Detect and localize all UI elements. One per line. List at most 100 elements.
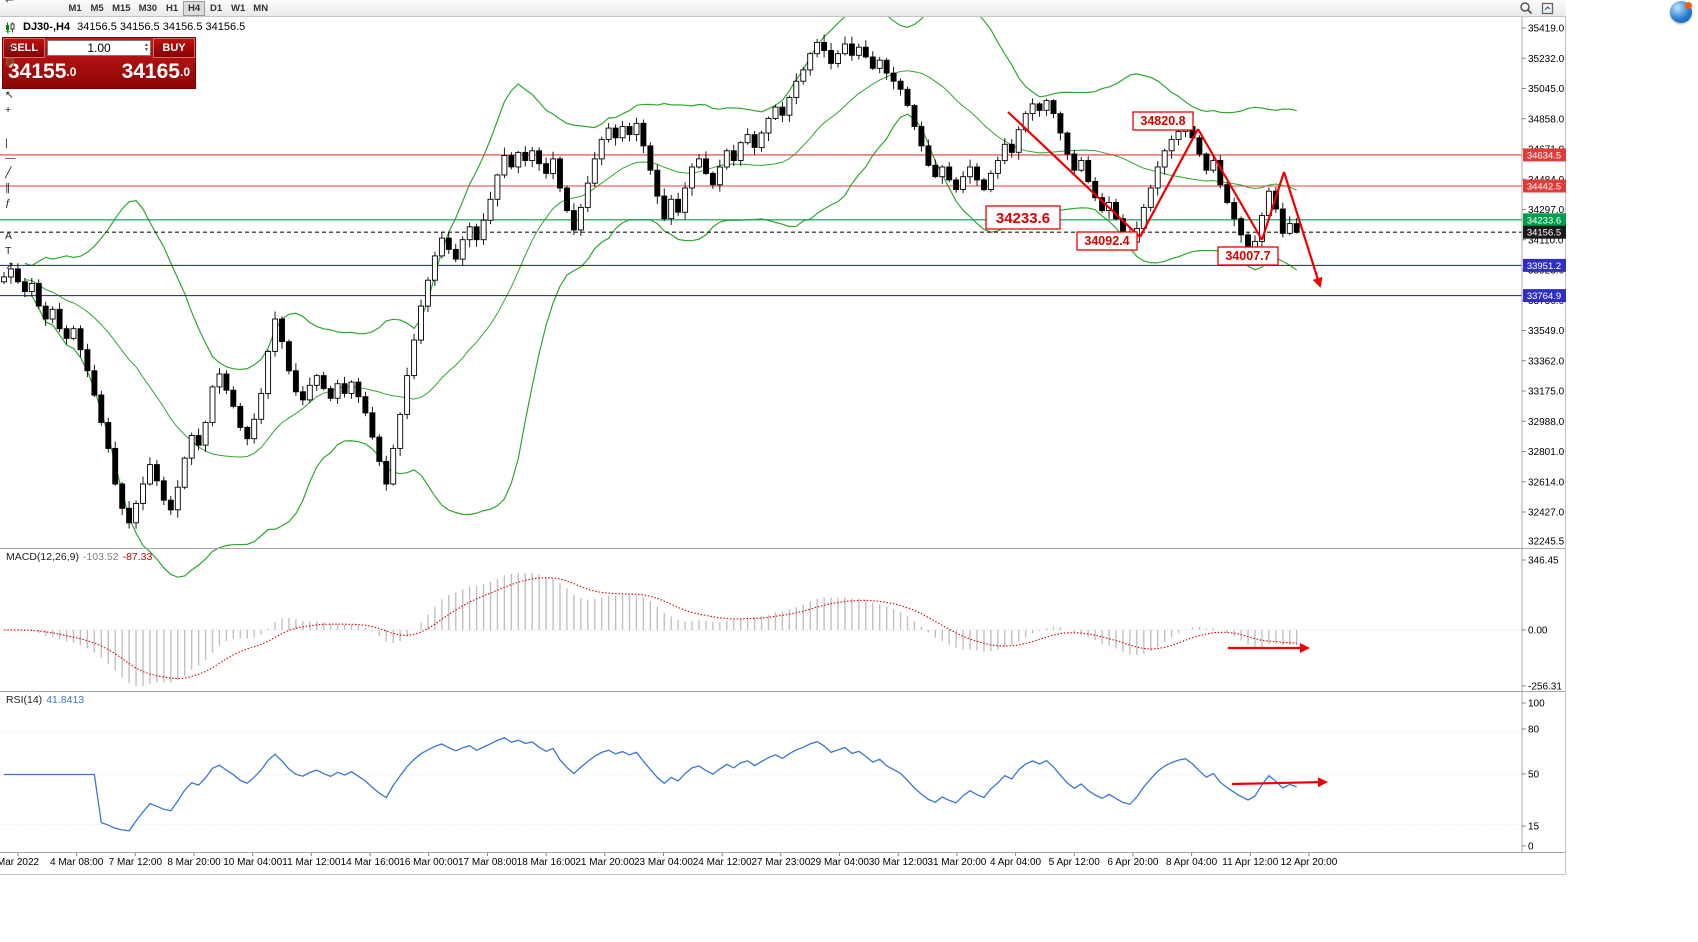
main-toolbar: ▦▤新订单◫◉◧▶自动交易╫◨∿⊕⊖▦⇉⇄+⊙▨↖+|—╱∥ƒAT↗ M1M5M… bbox=[0, 0, 1566, 271]
text-icon: A bbox=[5, 229, 13, 242]
periods-button[interactable]: ⊙ bbox=[2, 40, 17, 55]
svg-text:24 Mar 12:00: 24 Mar 12:00 bbox=[693, 857, 752, 868]
trend-line-button[interactable]: ╱ bbox=[2, 166, 14, 181]
arrows-button[interactable]: ↗ bbox=[2, 259, 17, 274]
timeframe-d1-button[interactable]: D1 bbox=[205, 1, 227, 16]
search-icon[interactable] bbox=[1519, 1, 1533, 15]
svg-text:4 Mar 08:00: 4 Mar 08:00 bbox=[50, 857, 104, 868]
chart-shift-icon: ⇄ bbox=[5, 0, 14, 4]
cursor-button[interactable]: ↖ bbox=[2, 88, 17, 103]
svg-text:32427.0: 32427.0 bbox=[1528, 508, 1565, 519]
svg-text:34442.5: 34442.5 bbox=[1527, 181, 1561, 192]
svg-text:32245.5: 32245.5 bbox=[1528, 537, 1565, 548]
annotations: 34820.8 34233.6 34092.4 34007.7 bbox=[985, 111, 1329, 788]
panel-separators[interactable] bbox=[0, 0, 1566, 875]
crosshair-icon: + bbox=[5, 103, 12, 116]
svg-text:12 Apr 20:00: 12 Apr 20:00 bbox=[1281, 857, 1338, 868]
price-axis[interactable]: 35419.035232.035045.034858.034671.034484… bbox=[1522, 24, 1566, 853]
vertical-line-button[interactable]: | bbox=[2, 136, 11, 151]
buy-price[interactable]: 34165.0 bbox=[121, 60, 190, 83]
chart-shift-button[interactable]: ⇄ bbox=[2, 0, 17, 7]
svg-text:Mar 2022: Mar 2022 bbox=[0, 857, 40, 868]
fibonacci-button[interactable]: ƒ bbox=[2, 196, 14, 211]
templates-icon: ▨ bbox=[5, 55, 15, 68]
svg-text:11 Mar 12:00: 11 Mar 12:00 bbox=[282, 857, 341, 868]
timeframe-m5-button[interactable]: M5 bbox=[86, 1, 108, 16]
periods-icon: ⊙ bbox=[5, 40, 14, 53]
trend-line-icon: ╱ bbox=[5, 166, 12, 179]
time-axis[interactable]: Mar 2022 4 Mar 08:00 7 Mar 12:00 8 Mar 20:0… bbox=[0, 852, 1338, 869]
horizontal-lines[interactable] bbox=[0, 154, 1522, 297]
svg-text:34233.6: 34233.6 bbox=[1527, 215, 1561, 226]
bollinger-bands bbox=[24, 0, 1298, 578]
timeframe-m30-button[interactable]: M30 bbox=[135, 1, 161, 16]
timeframe-m1-button[interactable]: M1 bbox=[64, 1, 86, 16]
svg-text:0.00: 0.00 bbox=[1528, 626, 1548, 637]
templates-button[interactable]: ▨ bbox=[2, 55, 18, 70]
sell-price[interactable]: 34155.0 bbox=[8, 60, 77, 83]
svg-text:4 Apr 04:00: 4 Apr 04:00 bbox=[990, 857, 1042, 868]
macd-panel bbox=[0, 572, 1522, 686]
channel-icon: ∥ bbox=[5, 181, 11, 194]
indicators-button[interactable]: + bbox=[2, 25, 14, 40]
svg-text:6 Apr 20:00: 6 Apr 20:00 bbox=[1107, 857, 1159, 868]
svg-text:11 Apr 12:00: 11 Apr 12:00 bbox=[1222, 857, 1278, 868]
svg-text:33175.0: 33175.0 bbox=[1528, 387, 1565, 398]
ohlc-values: 34156.5 34156.5 34156.5 34156.5 bbox=[77, 21, 246, 33]
text-button[interactable]: A bbox=[2, 229, 15, 244]
rsi-panel bbox=[0, 731, 1522, 832]
svg-text:346.45: 346.45 bbox=[1528, 556, 1559, 567]
macd-value: -103.52 bbox=[82, 551, 119, 563]
svg-text:34156.5: 34156.5 bbox=[1527, 228, 1561, 239]
macd-indicator-label: MACD(12,26,9) -103.52 -87.33 bbox=[6, 551, 152, 563]
price-annotation: 34820.8 bbox=[1140, 114, 1185, 128]
svg-text:-256.31: -256.31 bbox=[1528, 682, 1562, 693]
svg-text:35232.0: 35232.0 bbox=[1528, 54, 1565, 65]
floating-widget-icon[interactable] bbox=[1670, 1, 1692, 23]
timeframe-m15-button[interactable]: M15 bbox=[108, 1, 134, 16]
sell-button[interactable]: SELL bbox=[3, 38, 45, 58]
svg-text:30 Mar 12:00: 30 Mar 12:00 bbox=[869, 857, 928, 868]
svg-text:16 Mar 00:00: 16 Mar 00:00 bbox=[399, 857, 458, 868]
timeframe-bar: M1 M5 M15 M30 H1 H4 D1 W1 MN bbox=[64, 0, 272, 16]
svg-text:33951.2: 33951.2 bbox=[1527, 261, 1561, 272]
crosshair-button[interactable]: + bbox=[2, 103, 14, 118]
svg-text:17 Mar 08:00: 17 Mar 08:00 bbox=[458, 857, 517, 868]
svg-text:32988.0: 32988.0 bbox=[1528, 417, 1565, 428]
svg-text:33362.0: 33362.0 bbox=[1528, 356, 1565, 367]
timeframe-mn-button[interactable]: MN bbox=[249, 1, 272, 16]
indicators-icon: + bbox=[5, 25, 12, 38]
volume-input[interactable]: 1.00 ▲ ▼ bbox=[47, 40, 151, 56]
rsi-name: RSI(14) bbox=[6, 694, 43, 706]
volume-spinner-icon[interactable]: ▲ ▼ bbox=[144, 42, 149, 53]
timeframe-h1-button[interactable]: H1 bbox=[161, 1, 183, 16]
svg-text:34297.0: 34297.0 bbox=[1528, 205, 1565, 216]
horizontal-line-icon: — bbox=[5, 151, 16, 164]
horizontal-line-button[interactable]: — bbox=[2, 151, 19, 166]
svg-text:5 Apr 12:00: 5 Apr 12:00 bbox=[1049, 857, 1101, 868]
svg-text:0: 0 bbox=[1528, 842, 1534, 853]
svg-text:34858.0: 34858.0 bbox=[1528, 114, 1565, 125]
svg-text:35419.0: 35419.0 bbox=[1528, 24, 1565, 35]
text-label-icon: T bbox=[5, 244, 12, 257]
chart-expand-icon[interactable] bbox=[1541, 2, 1554, 15]
symbol-info: DJ30-,H4 34156.5 34156.5 34156.5 34156.5 bbox=[5, 21, 245, 33]
chart-mini-icon bbox=[6, 22, 15, 32]
svg-text:8 Apr 04:00: 8 Apr 04:00 bbox=[1166, 857, 1218, 868]
buy-button[interactable]: BUY bbox=[153, 38, 195, 58]
channel-button[interactable]: ∥ bbox=[2, 181, 13, 196]
rsi-value: 41.8413 bbox=[46, 694, 85, 706]
svg-text:14 Mar 16:00: 14 Mar 16:00 bbox=[341, 857, 400, 868]
toolbar-right bbox=[1519, 1, 1564, 15]
toolbar-items: ▦▤新订单◫◉◧▶自动交易╫◨∿⊕⊖▦⇉⇄+⊙▨↖+|—╱∥ƒAT↗ bbox=[2, 0, 60, 292]
candlestick-series bbox=[1, 34, 1300, 529]
text-label-button[interactable]: T bbox=[2, 244, 14, 259]
arrows-icon: ↗ bbox=[5, 259, 14, 272]
vertical-line-icon: | bbox=[5, 136, 8, 149]
timeframe-h4-button[interactable]: H4 bbox=[183, 0, 206, 16]
timeframe-w1-button[interactable]: W1 bbox=[227, 1, 249, 16]
rsi-indicator-label: RSI(14) 41.8413 bbox=[6, 694, 84, 706]
svg-text:21 Mar 20:00: 21 Mar 20:00 bbox=[575, 857, 634, 868]
